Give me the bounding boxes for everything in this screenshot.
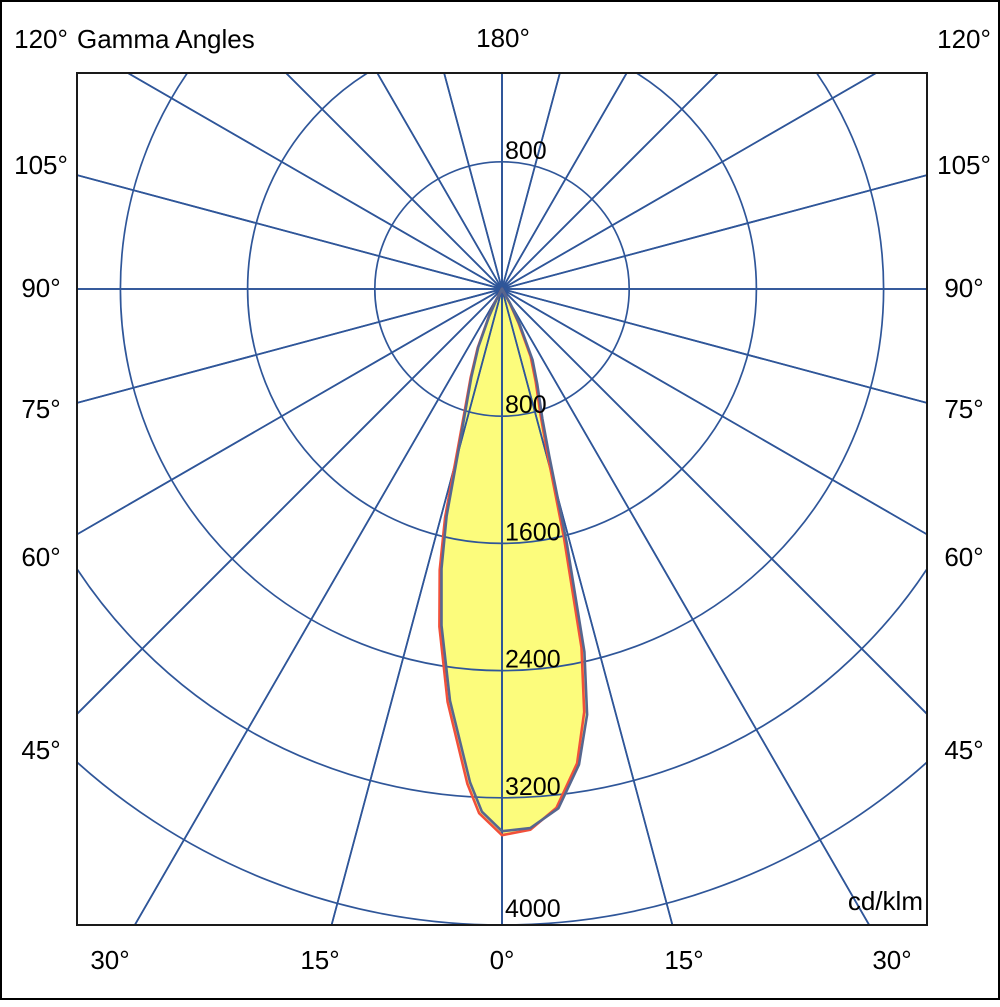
angle-label-right-90°: 90° <box>944 273 983 303</box>
grid-ray-105 <box>78 174 503 290</box>
ring-label-3200: 3200 <box>505 773 561 801</box>
grid-ring-1600 <box>246 74 758 545</box>
grid-ray-upper-135 <box>501 288 926 715</box>
grid-ring-800 <box>373 160 631 418</box>
ring-label-800: 800 <box>505 391 547 419</box>
grid-ray-upper-150 <box>134 288 503 924</box>
angle-label-right-120°: 120° <box>937 24 991 54</box>
angle-label-right-45°: 45° <box>944 735 983 765</box>
angle-label-left-45°: 45° <box>21 735 60 765</box>
plot-frame <box>76 72 928 926</box>
grid-ring-2400 <box>119 74 885 672</box>
grid-rings <box>78 74 926 924</box>
beam-outline-gray_curve <box>440 287 589 833</box>
ring-labels: 800 1600 2400 3200 4000 800 <box>505 137 561 923</box>
grid-ray-105 <box>501 174 926 290</box>
grid-ring-3200 <box>78 568 926 799</box>
grid-ray-120 <box>501 74 877 290</box>
diagram-title: Gamma Angles <box>77 24 255 54</box>
grid-ray-upper-150 <box>501 288 870 924</box>
ring-label-4000: 4000 <box>505 895 561 923</box>
angle-label-bottom-3-15°: 15° <box>664 945 703 975</box>
ring-label-2400: 2400 <box>505 646 561 674</box>
angle-label-left-105°: 105° <box>14 150 68 180</box>
angle-label-bottom-1-15°: 15° <box>300 945 339 975</box>
angle-label-bottom-0-30°: 30° <box>90 945 129 975</box>
grid-ray-upper-105 <box>501 288 926 404</box>
grid-ray-upper-135 <box>78 288 503 715</box>
grid-ray-upper-75 <box>501 174 926 290</box>
angle-label-right-60°: 60° <box>944 542 983 572</box>
grid-ray-upper-165 <box>330 288 503 924</box>
angle-label-right-105°: 105° <box>937 150 991 180</box>
angle-label-left-75°: 75° <box>21 394 60 424</box>
grid-ray-165 <box>443 74 503 290</box>
grid-ray-upper-105 <box>78 288 503 404</box>
ring-label-1600: 1600 <box>505 518 561 546</box>
grid-ray-upper-120 <box>78 288 503 535</box>
grid-ray-135 <box>501 74 719 290</box>
angle-label-bottom-2-0°: 0° <box>490 945 515 975</box>
grid-ray-upper-120 <box>501 288 926 535</box>
unit-label: cd/klm <box>848 886 923 916</box>
angle-label-180: 180° <box>476 23 530 53</box>
angle-label-right-75°: 75° <box>944 394 983 424</box>
beam-lobe-outlines <box>438 287 589 837</box>
grid-ray-135 <box>285 74 503 290</box>
grid-ray-75 <box>501 288 926 404</box>
gamma-angle-labels: 120° 105° 90° 75° 60° 45° 120° 105° 90° 75° 60° 45°… <box>14 24 991 975</box>
angle-label-bottom-4-30°: 30° <box>872 945 911 975</box>
angle-label-left-90°: 90° <box>21 273 60 303</box>
angle-label-left-60°: 60° <box>21 542 60 572</box>
beam-lobe-fill <box>439 289 588 836</box>
angle-label-left-120°: 120° <box>14 24 68 54</box>
ring-label-above-800: 800 <box>505 137 547 165</box>
grid-ray-165 <box>501 74 561 290</box>
grid-ray-150 <box>501 74 628 290</box>
grid-ray-120 <box>127 74 503 290</box>
grid-ray-upper-30 <box>501 74 628 290</box>
beam-lobe-fill-gray_curve <box>441 289 588 832</box>
grid-ray-150 <box>376 74 503 290</box>
grid-ray-upper-165 <box>501 288 674 924</box>
